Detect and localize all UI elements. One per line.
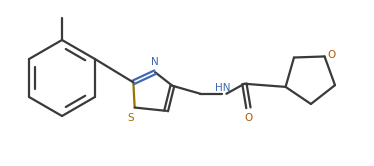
Text: O: O (244, 113, 252, 123)
Text: HN: HN (215, 83, 230, 93)
Text: O: O (327, 50, 335, 60)
Text: N: N (151, 57, 159, 67)
Text: S: S (128, 113, 134, 123)
